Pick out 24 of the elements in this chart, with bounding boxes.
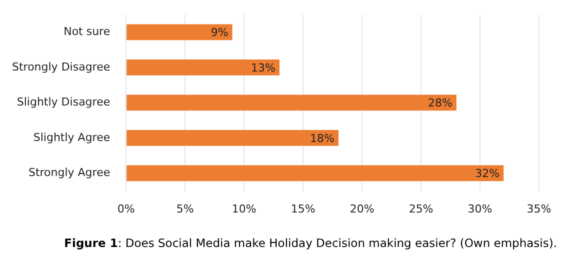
data-label: 18%: [310, 132, 334, 145]
x-tick-label: 15%: [290, 202, 316, 216]
caption: Figure 1: Does Social Media make Holiday Decision making easier? (Own emphasis).: [64, 236, 557, 250]
data-label: 28%: [428, 96, 452, 110]
x-tick-label: 20%: [350, 202, 374, 216]
x-tick-label: 35%: [526, 202, 552, 216]
data-label: 9%: [210, 26, 228, 40]
bar: [126, 60, 280, 76]
bar: [126, 24, 232, 40]
x-tick-label: 30%: [468, 202, 492, 216]
data-label: 13%: [251, 61, 276, 74]
x-tick-label: 25%: [408, 202, 434, 216]
x-tick-label: 10%: [232, 202, 256, 216]
x-tick-label: 0%: [117, 202, 135, 216]
bar: [126, 94, 456, 111]
y-tick-label: Slightly Agree: [33, 130, 110, 144]
y-tick-label: Slightly Disagree: [16, 96, 110, 109]
bar: [126, 130, 338, 146]
bar: [126, 165, 504, 182]
y-tick-label: Strongly Disagree: [12, 60, 110, 74]
y-tick-label: Strongly Agree: [28, 166, 110, 180]
x-tick-label: 5%: [176, 202, 194, 216]
y-tick-label: Not sure: [64, 25, 110, 38]
data-label: 32%: [475, 167, 500, 180]
